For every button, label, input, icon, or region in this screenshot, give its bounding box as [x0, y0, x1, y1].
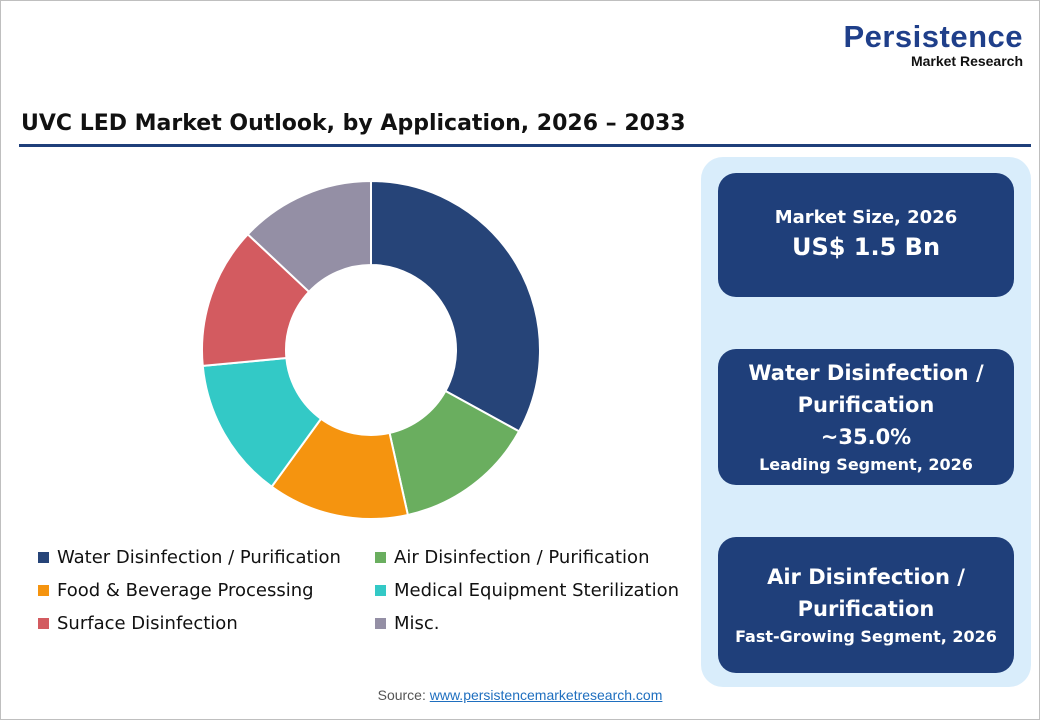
leading-segment-share: ~35.0% [820, 425, 912, 449]
legend-swatch [38, 617, 49, 629]
legend: Water Disinfection / Purification Air Dis… [38, 546, 705, 634]
legend-swatch [38, 551, 49, 563]
logo-name: Persistence [843, 19, 1023, 54]
legend-item: Surface Disinfection [38, 612, 375, 634]
legend-label: Food & Beverage Processing [57, 579, 314, 601]
legend-item: Water Disinfection / Purification [38, 546, 375, 568]
donut-slice-misc [246, 179, 372, 294]
legend-label: Misc. [394, 612, 440, 634]
fastest-segment-card: Air Disinfection / Purification Fast-Gro… [718, 537, 1014, 673]
fastest-segment-name-2: Purification [797, 597, 935, 621]
legend-swatch [375, 617, 386, 629]
leading-segment-card: Water Disinfection / Purification ~35.0%… [718, 349, 1014, 485]
fastest-segment-name-1: Air Disinfection / [767, 565, 965, 589]
legend-item: Medical Equipment Sterilization [375, 579, 705, 601]
source-link[interactable]: www.persistencemarketresearch.com [429, 687, 663, 703]
donut-slice-water-disinfection-purification [370, 179, 541, 433]
chart-title: UVC LED Market Outlook, by Application, … [21, 111, 686, 136]
legend-swatch [375, 584, 386, 596]
legend-label: Air Disinfection / Purification [394, 546, 650, 568]
source-note: Source: www.persistencemarketresearch.co… [1, 687, 1039, 703]
legend-label: Medical Equipment Sterilization [394, 579, 680, 601]
logo-subtitle: Market Research [910, 53, 1023, 69]
legend-swatch [38, 584, 49, 596]
leading-segment-name-2: Purification [797, 393, 935, 417]
title-divider [19, 144, 1031, 147]
leading-segment-name-1: Water Disinfection / [748, 361, 984, 385]
leading-segment-caption: Leading Segment, 2026 [759, 455, 973, 474]
legend-item: Misc. [375, 612, 705, 634]
stats-panel: Market Size, 2026 US$ 1.5 Bn Water Disin… [701, 157, 1031, 687]
legend-label: Surface Disinfection [57, 612, 238, 634]
market-size-label: Market Size, 2026 [774, 207, 958, 228]
source-label: Source: [377, 687, 426, 703]
market-size-card: Market Size, 2026 US$ 1.5 Bn [718, 173, 1014, 297]
logo: Persistence Market Research [843, 19, 1023, 70]
donut-chart [201, 179, 541, 520]
legend-item: Food & Beverage Processing [38, 579, 375, 601]
legend-item: Air Disinfection / Purification [375, 546, 705, 568]
market-size-value: US$ 1.5 Bn [791, 233, 941, 261]
legend-swatch [375, 551, 386, 563]
legend-label: Water Disinfection / Purification [57, 546, 341, 568]
fastest-segment-caption: Fast-Growing Segment, 2026 [735, 627, 997, 646]
